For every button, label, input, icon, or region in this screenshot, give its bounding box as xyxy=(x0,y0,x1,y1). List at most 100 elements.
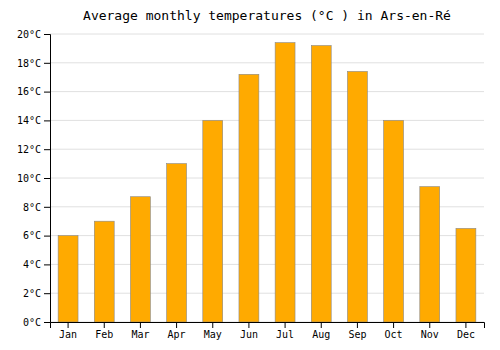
x-axis-line xyxy=(51,323,485,329)
y-tick: 18°C xyxy=(17,58,50,69)
x-tick: Sep xyxy=(348,322,366,340)
x-tick: Jul xyxy=(276,322,294,340)
y-tick: 6°C xyxy=(23,230,50,241)
x-tick-mark xyxy=(68,322,69,328)
x-tick-label: May xyxy=(204,329,222,340)
y-axis: 0°C 2°C 4°C 6°C 8°C 10°C 12°C 14°C 16°C 18°C 20°C xyxy=(17,29,51,328)
x-tick-mark xyxy=(104,322,105,328)
y-tick-mark xyxy=(44,149,50,150)
y-tick-label: 20°C xyxy=(17,29,41,40)
y-tick-label: 18°C xyxy=(17,58,41,69)
x-tick-label: Feb xyxy=(95,329,113,340)
y-tick: 12°C xyxy=(17,144,50,155)
y-tick-mark xyxy=(44,322,50,323)
grid-line xyxy=(50,34,484,35)
y-tick: 16°C xyxy=(17,86,50,97)
bar xyxy=(456,228,476,322)
y-tick-label: 2°C xyxy=(23,288,41,299)
bar xyxy=(384,120,404,322)
y-tick: 20°C xyxy=(17,29,50,40)
x-tick-label: Apr xyxy=(168,329,186,340)
y-tick-label: 8°C xyxy=(23,202,41,213)
title: Average monthly temperatures (°C ) in Ar… xyxy=(83,8,451,23)
x-tick: May xyxy=(204,322,222,340)
x-tick: Aug xyxy=(312,322,330,340)
x-tick: Feb xyxy=(95,322,113,340)
x-tick-label: Aug xyxy=(312,329,330,340)
y-tick-label: 14°C xyxy=(17,115,41,126)
y-tick: 4°C xyxy=(23,259,50,270)
grid-line xyxy=(50,91,484,92)
x-tick-label: Mar xyxy=(131,329,149,340)
x-tick-label: Jan xyxy=(59,329,77,340)
x-tick: Nov xyxy=(421,322,439,340)
x-tick-label: Jun xyxy=(240,329,258,340)
x-tick-mark xyxy=(321,322,322,328)
x-tick-mark xyxy=(393,322,394,328)
y-tick-mark xyxy=(44,264,50,265)
bar xyxy=(58,236,78,322)
y-tick: 14°C xyxy=(17,115,50,126)
y-tick-mark xyxy=(44,34,50,35)
x-tick-label: Sep xyxy=(348,329,366,340)
y-tick-mark xyxy=(44,63,50,64)
y-tick: 0°C xyxy=(23,317,50,328)
grid-line xyxy=(50,149,484,150)
x-tick: Jun xyxy=(240,322,258,340)
y-tick: 8°C xyxy=(23,202,50,213)
bar xyxy=(203,120,223,322)
x-tick-mark xyxy=(465,322,466,328)
bar xyxy=(130,197,150,322)
x-tick-mark xyxy=(176,322,177,328)
y-tick-mark xyxy=(44,236,50,237)
x-tick-label: Nov xyxy=(421,329,439,340)
x-tick-label: Dec xyxy=(457,329,475,340)
y-tick-mark xyxy=(44,207,50,208)
bar xyxy=(94,221,114,322)
chart-svg: 0°C 2°C 4°C 6°C 8°C 10°C 12°C 14°C 16°C 18°C 20°C J… xyxy=(0,0,500,350)
grid-line xyxy=(50,264,484,265)
grid-line xyxy=(50,62,484,63)
x-tick-label: Jul xyxy=(276,329,294,340)
grid-line xyxy=(50,206,484,207)
x-axis: Jan Feb Mar Apr May Jun Jul Aug Sep Oct Nov Dec xyxy=(51,322,485,340)
bar xyxy=(167,164,187,322)
bar xyxy=(311,46,331,322)
y-tick-label: 12°C xyxy=(17,144,41,155)
x-tick-mark xyxy=(248,322,249,328)
grid-line xyxy=(50,293,484,294)
y-tick-label: 16°C xyxy=(17,86,41,97)
x-tick-mark xyxy=(357,322,358,328)
bar xyxy=(275,43,295,322)
grid-line xyxy=(50,120,484,121)
plot-area: 0°C 2°C 4°C 6°C 8°C 10°C 12°C 14°C 16°C 18°C 20°C J… xyxy=(17,29,485,340)
x-tick-mark xyxy=(212,322,213,328)
bar xyxy=(420,187,440,322)
y-tick-label: 4°C xyxy=(23,259,41,270)
x-tick: Dec xyxy=(457,322,475,340)
bar xyxy=(347,71,367,322)
x-tick: Oct xyxy=(385,322,403,340)
y-tick-label: 6°C xyxy=(23,230,41,241)
y-tick: 10°C xyxy=(17,173,50,184)
y-tick-label: 10°C xyxy=(17,173,41,184)
y-tick-mark xyxy=(44,120,50,121)
y-tick-mark xyxy=(44,92,50,93)
grid-line xyxy=(50,235,484,236)
y-axis-line xyxy=(44,35,51,323)
grid-line xyxy=(50,178,484,179)
x-tick-mark xyxy=(140,322,141,328)
x-tick: Jan xyxy=(59,322,77,340)
bars xyxy=(58,43,476,322)
y-tick-label: 0°C xyxy=(23,317,41,328)
y-tick-mark xyxy=(44,178,50,179)
bar xyxy=(239,74,259,322)
x-tick-mark xyxy=(429,322,430,328)
y-tick-mark xyxy=(44,293,50,294)
grid xyxy=(50,34,484,322)
x-tick: Mar xyxy=(131,322,149,340)
x-tick-label: Oct xyxy=(385,329,403,340)
x-tick: Apr xyxy=(168,322,186,340)
x-tick-mark xyxy=(285,322,286,328)
y-tick: 2°C xyxy=(23,288,50,299)
